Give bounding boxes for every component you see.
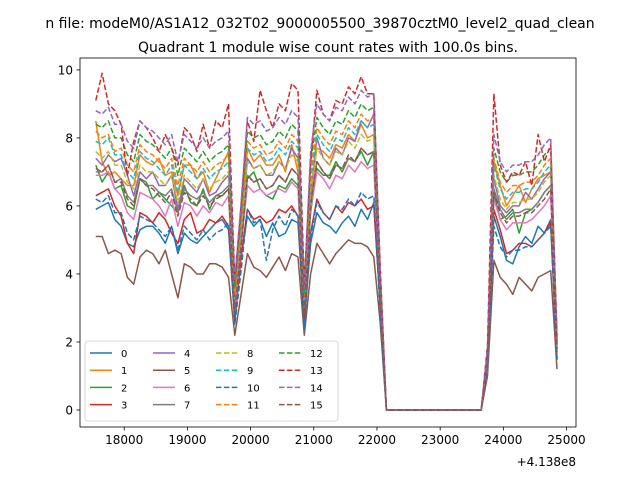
x-tick-label: 21000 bbox=[295, 433, 333, 447]
y-tick-label: 2 bbox=[65, 335, 73, 349]
x-axis-offset-label: +4.138e8 bbox=[517, 455, 576, 469]
legend-label-8: 8 bbox=[247, 349, 253, 360]
legend-label-1: 1 bbox=[121, 366, 127, 377]
y-tick-label: 4 bbox=[65, 267, 73, 281]
x-tick-label: 20000 bbox=[232, 433, 270, 447]
y-tick-label: 6 bbox=[65, 199, 73, 213]
legend-label-13: 13 bbox=[310, 366, 323, 377]
y-tick-label: 8 bbox=[65, 131, 73, 145]
chart-title: Quadrant 1 module wise count rates with … bbox=[138, 40, 518, 56]
x-tick-label: 24000 bbox=[484, 433, 522, 447]
legend-label-14: 14 bbox=[310, 383, 323, 394]
x-tick-label: 25000 bbox=[547, 433, 585, 447]
legend-label-15: 15 bbox=[310, 401, 323, 412]
x-tick-label: 23000 bbox=[421, 433, 459, 447]
legend-label-12: 12 bbox=[310, 349, 323, 360]
legend-label-3: 3 bbox=[121, 401, 127, 412]
figure-suptitle: n file: modeM0/AS1A12_032T02_9000005500_… bbox=[45, 16, 594, 32]
legend-label-10: 10 bbox=[247, 383, 260, 394]
legend-label-0: 0 bbox=[121, 349, 127, 360]
legend-label-4: 4 bbox=[184, 349, 190, 360]
legend-label-7: 7 bbox=[184, 401, 190, 412]
x-tick-label: 22000 bbox=[358, 433, 396, 447]
legend-label-11: 11 bbox=[247, 401, 260, 412]
legend-label-6: 6 bbox=[184, 383, 190, 394]
legend-label-2: 2 bbox=[121, 383, 127, 394]
y-tick-label: 0 bbox=[65, 403, 73, 417]
x-tick-label: 19000 bbox=[168, 433, 206, 447]
legend-label-9: 9 bbox=[247, 366, 253, 377]
y-tick-label: 10 bbox=[58, 63, 73, 77]
x-tick-label: 18000 bbox=[105, 433, 143, 447]
legend-label-5: 5 bbox=[184, 366, 190, 377]
